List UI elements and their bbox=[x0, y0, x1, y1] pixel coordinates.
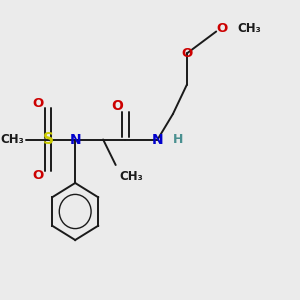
Text: S: S bbox=[43, 132, 54, 147]
Text: CH₃: CH₃ bbox=[238, 22, 262, 35]
Text: O: O bbox=[181, 47, 193, 60]
Text: O: O bbox=[217, 22, 228, 35]
Text: H: H bbox=[173, 133, 184, 146]
Text: N: N bbox=[152, 133, 164, 146]
Text: O: O bbox=[111, 100, 123, 113]
Text: CH₃: CH₃ bbox=[120, 169, 144, 182]
Text: O: O bbox=[33, 169, 44, 182]
Text: N: N bbox=[69, 133, 81, 146]
Text: O: O bbox=[33, 97, 44, 110]
Text: CH₃: CH₃ bbox=[1, 133, 24, 146]
